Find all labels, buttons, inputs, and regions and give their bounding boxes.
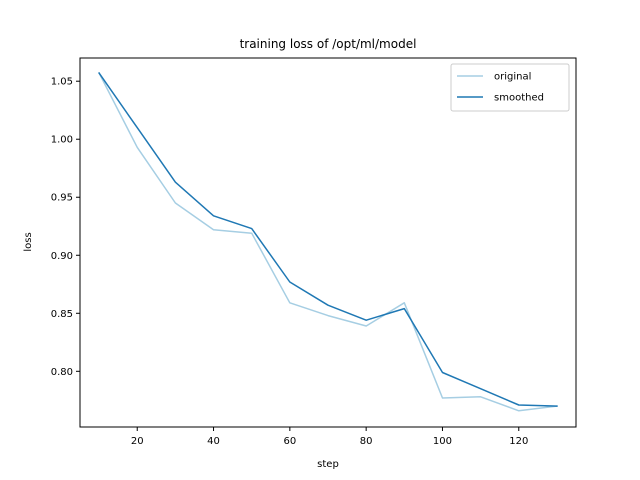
y-tick-label: 0.90: [51, 251, 73, 262]
x-tick-label: 120: [509, 436, 528, 447]
x-tick-label: 80: [360, 436, 373, 447]
series-lines: [98, 72, 558, 412]
legend: original smoothed: [450, 63, 570, 112]
y-tick-label: 0.80: [51, 367, 73, 378]
legend-label-smoothed: smoothed: [494, 93, 544, 104]
legend-label-original: original: [494, 72, 531, 83]
x-tick-label: 40: [207, 436, 220, 447]
y-axis-label: loss: [23, 232, 34, 251]
plot-frame: [79, 57, 577, 428]
x-tick-label: 20: [131, 436, 144, 447]
y-tick-label: 0.95: [51, 193, 73, 204]
series-line-original: [98, 72, 558, 412]
x-tick-label: 100: [433, 436, 452, 447]
chart-title: training loss of /opt/ml/model: [240, 37, 417, 51]
series-line-smoothed: [98, 72, 558, 407]
y-tick-label: 1.05: [51, 77, 73, 88]
x-tick-label: 60: [283, 436, 296, 447]
x-axis-label: step: [317, 459, 339, 470]
y-tick-label: 0.85: [51, 309, 73, 320]
y-tick-label: 1.00: [51, 135, 73, 146]
y-axis: 0.80 0.85 0.90 0.95 1.00 1.05: [51, 77, 80, 378]
x-axis: 20 40 60 80 100 120: [131, 427, 528, 447]
